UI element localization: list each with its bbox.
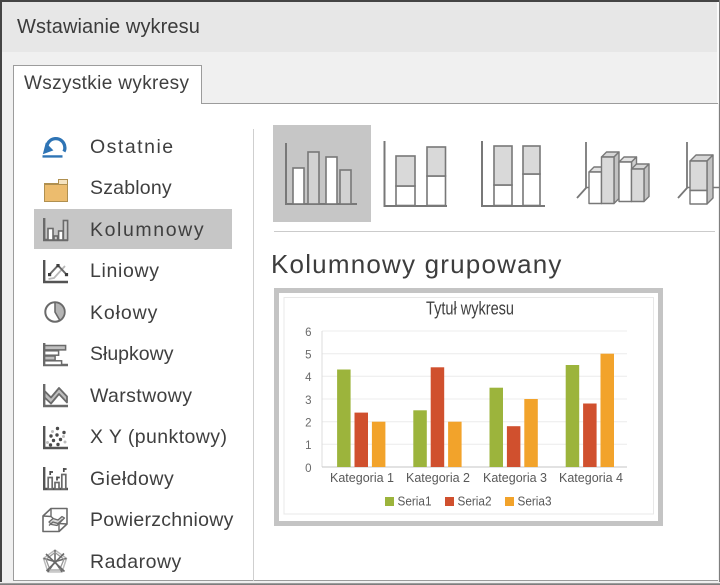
svg-text:Kategoria 3: Kategoria 3	[483, 471, 547, 485]
svg-text:1: 1	[305, 440, 311, 452]
svg-text:Kategoria 4: Kategoria 4	[559, 471, 623, 485]
svg-text:4: 4	[305, 372, 312, 384]
svg-text:3: 3	[305, 395, 311, 407]
svg-text:Kategoria 2: Kategoria 2	[406, 471, 470, 485]
svg-text:2: 2	[305, 418, 311, 430]
svg-text:Seria2: Seria2	[458, 495, 492, 509]
svg-text:Seria3: Seria3	[518, 495, 552, 509]
svg-text:Seria1: Seria1	[398, 495, 432, 509]
svg-text:6: 6	[305, 327, 311, 339]
svg-text:Kategoria 1: Kategoria 1	[330, 471, 394, 485]
svg-text:5: 5	[305, 350, 311, 362]
svg-text:0: 0	[305, 463, 311, 475]
svg-text:Tytuł wykresu: Tytuł wykresu	[426, 299, 514, 319]
